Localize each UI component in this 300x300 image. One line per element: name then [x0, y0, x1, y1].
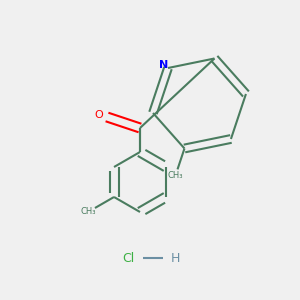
Text: O: O — [94, 110, 103, 120]
Text: Cl: Cl — [122, 251, 134, 265]
Text: H: H — [170, 251, 180, 265]
Text: N: N — [159, 60, 169, 70]
Text: CH₃: CH₃ — [167, 171, 183, 180]
Text: CH₃: CH₃ — [80, 206, 96, 215]
